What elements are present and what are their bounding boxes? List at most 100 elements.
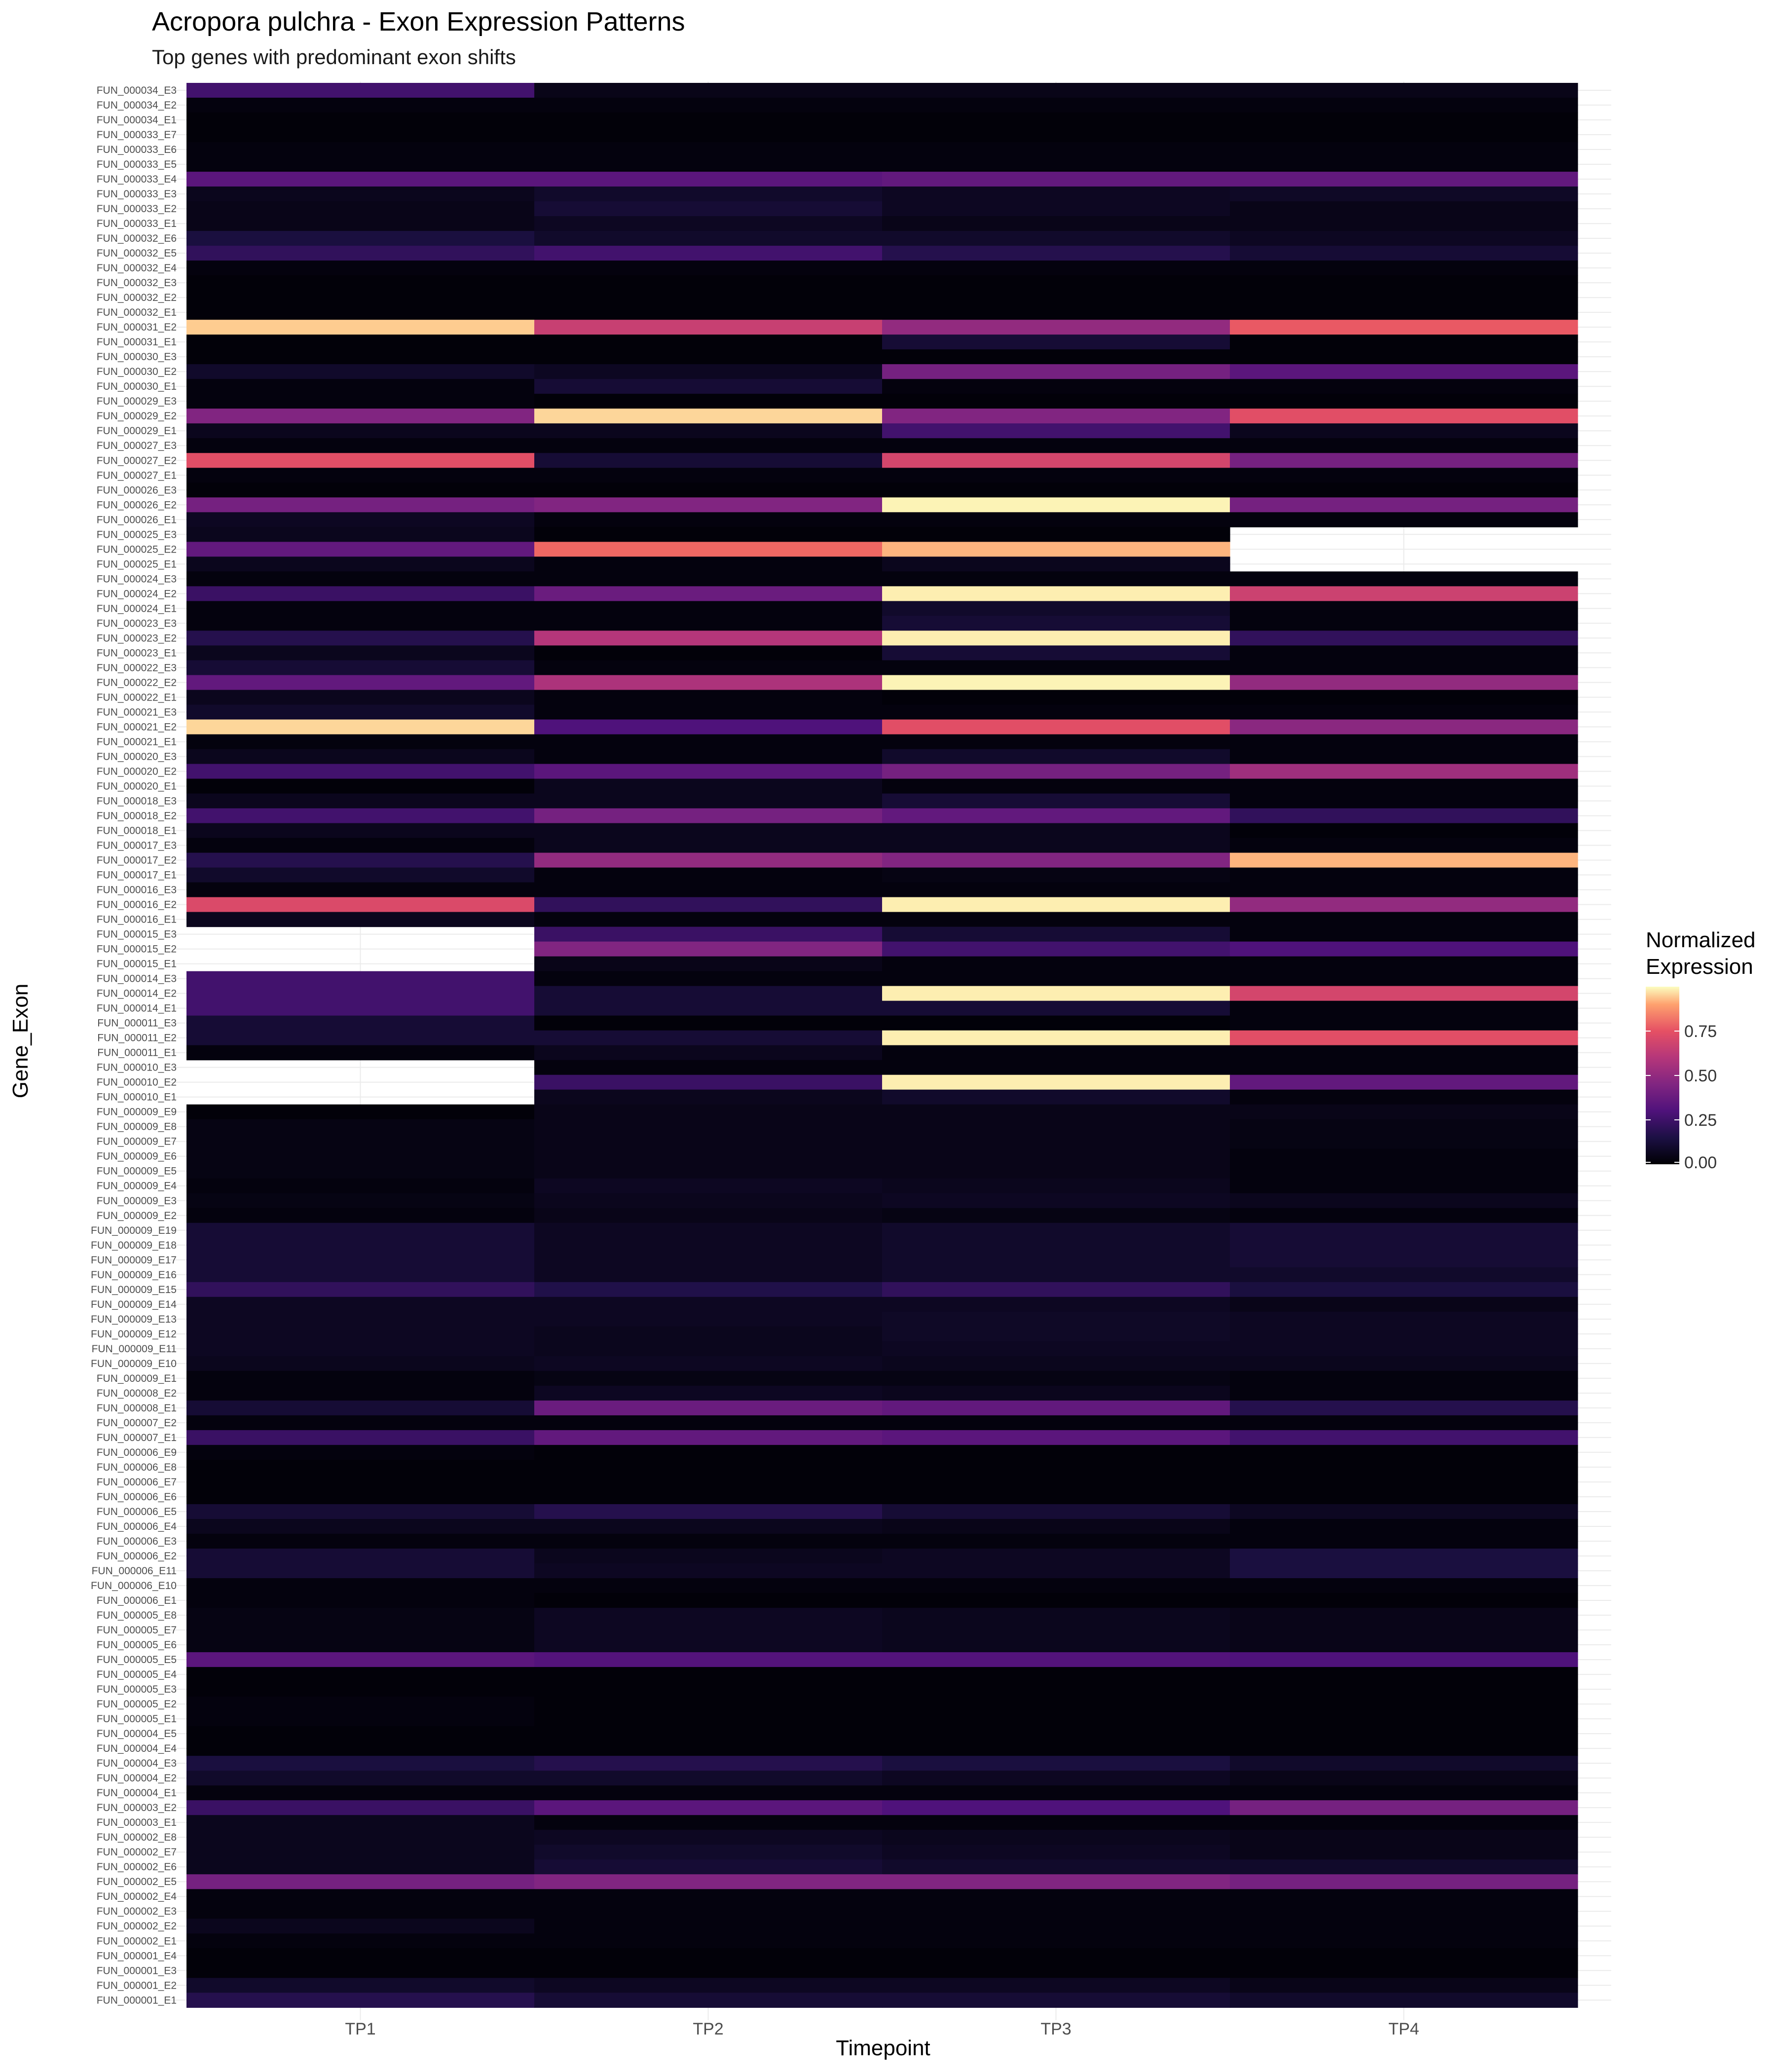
y-tick-label: FUN_000032_E2 <box>97 292 177 303</box>
heatmap-cell <box>882 749 1230 765</box>
y-tick-label: FUN_000030_E3 <box>97 351 177 363</box>
heatmap-cell <box>882 127 1230 143</box>
heatmap-cell <box>534 1208 883 1223</box>
heatmap-cell <box>534 1430 883 1445</box>
y-tick-label: FUN_000017_E2 <box>97 855 177 866</box>
y-tick-label: FUN_000009_E4 <box>97 1181 177 1192</box>
y-tick-label: FUN_000009_E9 <box>97 1107 177 1118</box>
heatmap-cell <box>1230 127 1578 143</box>
heatmap-cell <box>1230 1311 1578 1327</box>
y-tick-label: FUN_000009_E10 <box>91 1358 177 1369</box>
y-tick-label: FUN_000033_E1 <box>97 218 177 229</box>
heatmap-cell <box>186 1385 535 1401</box>
heatmap-cell <box>186 497 535 513</box>
y-tick-label: FUN_000027_E3 <box>97 440 177 451</box>
heatmap-cell <box>186 423 535 439</box>
heatmap-cell <box>882 734 1230 750</box>
heatmap-cells <box>186 83 1578 2008</box>
heatmap-cell <box>534 290 883 305</box>
y-tick-label: FUN_000031_E2 <box>97 322 177 333</box>
y-tick-label: FUN_000021_E1 <box>97 736 177 747</box>
heatmap-cell <box>882 1104 1230 1120</box>
heatmap-cell <box>186 704 535 720</box>
heatmap-cell <box>882 882 1230 898</box>
heatmap-cell <box>882 305 1230 320</box>
heatmap-cell <box>1230 1222 1578 1238</box>
heatmap-cell <box>186 453 535 468</box>
heatmap-cell <box>186 1444 535 1460</box>
heatmap-cell <box>186 1119 535 1135</box>
heatmap-cell <box>882 1134 1230 1149</box>
heatmap-cell <box>186 867 535 883</box>
heatmap-cell <box>534 1134 883 1149</box>
y-tick-label: FUN_000005_E5 <box>97 1654 177 1665</box>
heatmap-cell <box>534 1904 883 1919</box>
y-tick-label: FUN_000002_E1 <box>97 1935 177 1947</box>
heatmap-cell <box>882 1933 1230 1949</box>
heatmap-cell <box>1230 1000 1578 1016</box>
heatmap-cell <box>882 1652 1230 1667</box>
heatmap-cell <box>882 320 1230 335</box>
y-tick-label: FUN_000025_E2 <box>97 544 177 555</box>
heatmap-cell <box>1230 1104 1578 1120</box>
heatmap-cell <box>534 1815 883 1830</box>
heatmap-cell <box>882 1963 1230 1978</box>
heatmap-cell <box>534 1933 883 1949</box>
heatmap-cell <box>882 1089 1230 1105</box>
heatmap-cell <box>1230 630 1578 646</box>
y-tick-label: FUN_000010_E1 <box>97 1092 177 1103</box>
heatmap-cell <box>1230 1578 1578 1593</box>
y-tick-label: FUN_000017_E3 <box>97 840 177 851</box>
heatmap-cell <box>1230 1430 1578 1445</box>
heatmap-cell <box>882 971 1230 987</box>
heatmap-cell <box>882 482 1230 498</box>
heatmap-cell <box>534 157 883 172</box>
heatmap-cell <box>186 1400 535 1416</box>
heatmap-cell <box>534 497 883 513</box>
y-tick-label: FUN_000008_E1 <box>97 1403 177 1414</box>
y-tick-label: FUN_000009_E1 <box>97 1373 177 1384</box>
heatmap-cell <box>186 1489 535 1505</box>
y-tick-label: FUN_000023_E2 <box>97 632 177 644</box>
y-tick-label: FUN_000003_E1 <box>97 1817 177 1828</box>
heatmap-cell <box>534 1459 883 1475</box>
heatmap-cell <box>186 1563 535 1579</box>
heatmap-cell <box>186 1474 535 1490</box>
y-tick-labels: FUN_000034_E3 FUN_000034_E2 FUN_000034_E1 F… <box>91 85 177 2006</box>
heatmap-cell <box>882 1030 1230 1046</box>
heatmap-cell <box>1230 1608 1578 1623</box>
heatmap-cell <box>1230 1889 1578 1904</box>
heatmap-cell <box>1230 260 1578 276</box>
heatmap-cell <box>1230 497 1578 513</box>
heatmap-cell <box>534 986 883 1001</box>
y-tick-label: FUN_000002_E3 <box>97 1906 177 1917</box>
y-tick-label: FUN_000006_E3 <box>97 1536 177 1547</box>
heatmap-cell <box>882 1623 1230 1638</box>
heatmap-cell <box>186 1785 535 1801</box>
heatmap-cell <box>534 1193 883 1209</box>
y-tick-label: FUN_000009_E17 <box>91 1255 177 1266</box>
heatmap-cell <box>534 1045 883 1061</box>
heatmap-cell <box>534 142 883 157</box>
heatmap-cell <box>186 1800 535 1815</box>
heatmap-cell <box>882 1889 1230 1904</box>
heatmap-cell <box>186 83 535 98</box>
y-tick-label: FUN_000033_E3 <box>97 188 177 200</box>
heatmap-cell <box>186 275 535 291</box>
y-tick-label: FUN_000006_E2 <box>97 1551 177 1562</box>
heatmap-cell <box>882 1444 1230 1460</box>
heatmap-cell <box>186 1459 535 1475</box>
heatmap-cell <box>1230 468 1578 483</box>
heatmap-cell <box>882 956 1230 972</box>
heatmap-cell <box>882 542 1230 557</box>
heatmap-cell <box>534 1771 883 1786</box>
y-tick-label: FUN_000030_E2 <box>97 366 177 377</box>
heatmap-cell <box>1230 394 1578 409</box>
heatmap-cell <box>186 201 535 217</box>
heatmap-cell <box>534 1978 883 1993</box>
heatmap-cell <box>882 1193 1230 1209</box>
y-tick-label: FUN_000016_E2 <box>97 899 177 911</box>
heatmap-cell <box>882 601 1230 616</box>
heatmap-cell <box>882 675 1230 691</box>
